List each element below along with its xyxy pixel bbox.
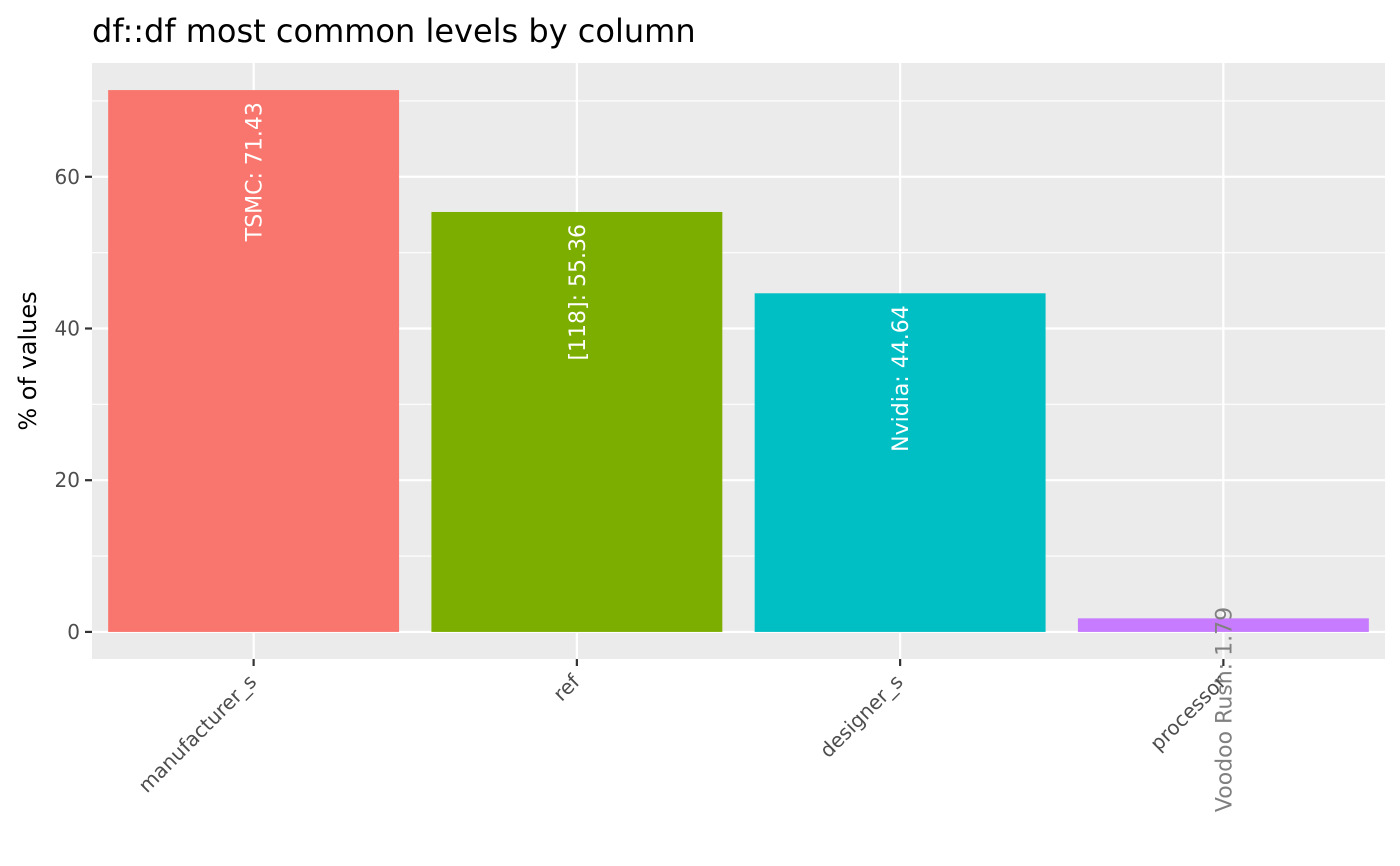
y-tick-label: 60 bbox=[55, 165, 80, 189]
y-axis: 0 20 40 60 bbox=[55, 165, 92, 644]
bar-label-ref: [118]: 55.36 bbox=[566, 224, 591, 361]
bars bbox=[108, 90, 1369, 632]
bar-processor bbox=[1077, 618, 1369, 632]
x-tick-label-designer_s: designer_s bbox=[815, 670, 908, 763]
bar-label-designer_s: Nvidia: 44.64 bbox=[889, 305, 914, 452]
x-tick-label-ref: ref bbox=[548, 669, 585, 706]
x-tick-label-manufacturer_s: manufacturer_s bbox=[133, 670, 261, 798]
bar-manufacturer_s bbox=[108, 90, 400, 632]
bar-label-manufacturer_s: TSMC: 71.43 bbox=[243, 102, 268, 242]
bar-ref bbox=[431, 211, 723, 632]
y-tick-label: 40 bbox=[55, 316, 80, 340]
chart-title: df::df most common levels by column bbox=[92, 12, 696, 50]
bar-label-processor: Voodoo Rush: 1.79 bbox=[1212, 607, 1237, 812]
x-axis: manufacturer_s ref designer_s processor bbox=[133, 659, 1231, 797]
y-axis-title: % of values bbox=[14, 291, 42, 430]
y-tick-label: 20 bbox=[55, 468, 80, 492]
bar-designer_s bbox=[754, 293, 1046, 632]
bar-labels: TSMC: 71.43 [118]: 55.36 Nvidia: 44.64 Vood… bbox=[243, 102, 1238, 812]
y-tick-label: 0 bbox=[67, 620, 80, 644]
